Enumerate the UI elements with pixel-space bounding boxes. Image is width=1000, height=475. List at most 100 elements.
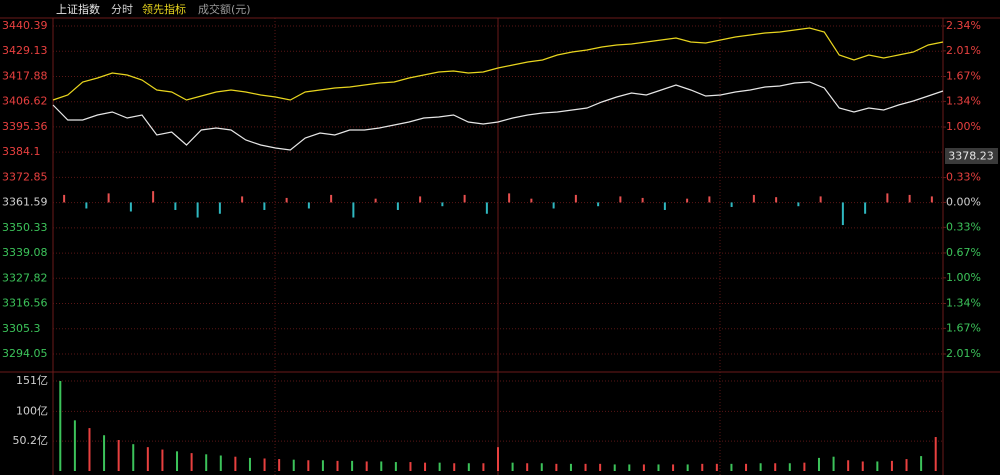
- volume-bar: [774, 463, 777, 471]
- indicator-bar: [530, 198, 533, 203]
- y-tick-label: 50.2亿: [13, 434, 49, 447]
- y-tick-label: 3294.05: [2, 347, 48, 360]
- volume-bar: [920, 456, 923, 471]
- indicator-bar: [663, 202, 666, 210]
- volume-bar: [219, 455, 222, 471]
- volume-bar: [788, 463, 791, 471]
- mode-tab[interactable]: 分时: [111, 3, 133, 16]
- y-tick-label: 3384.1: [2, 145, 41, 158]
- indicator-bar: [686, 198, 689, 203]
- volume-bar: [292, 459, 295, 471]
- indicator-bar: [574, 194, 577, 203]
- volume-bar: [394, 462, 397, 471]
- y-tick-label: 3406.62: [2, 95, 48, 108]
- y2-tick-label: 0.00%: [946, 195, 981, 208]
- indicator-bar: [485, 202, 488, 214]
- y2-tick-label: 1.67%: [946, 70, 981, 83]
- volume-bar: [278, 459, 281, 471]
- volume-bar: [628, 464, 631, 471]
- y-tick-label: 3417.88: [2, 69, 48, 82]
- indicator-bar: [508, 193, 511, 203]
- y-tick-label: 3429.13: [2, 44, 48, 57]
- indicator-bar: [552, 202, 555, 209]
- y2-tick-label: 1.67%: [946, 321, 981, 334]
- volume-bar: [88, 428, 91, 471]
- indicator-bar: [641, 197, 644, 203]
- indicator-bar: [174, 202, 177, 210]
- volume-bar: [234, 456, 237, 471]
- indicator-bar: [330, 194, 333, 203]
- indicator-bar: [708, 196, 711, 203]
- volume-bar: [190, 453, 193, 471]
- y-tick-label: 151亿: [16, 374, 48, 387]
- indicator-bar: [218, 202, 221, 214]
- indicator-bar: [441, 202, 444, 207]
- indicator-bar: [730, 202, 733, 207]
- volume-bar: [321, 460, 324, 471]
- volume-title[interactable]: 成交额(元): [198, 2, 251, 16]
- volume-bar: [117, 440, 120, 471]
- volume-bar: [467, 463, 470, 471]
- volume-bar: [132, 444, 135, 471]
- volume-bar: [832, 456, 835, 471]
- y2-tick-label: 0.33%: [946, 220, 981, 233]
- indicator-bar: [285, 197, 288, 203]
- indicator-bar: [775, 197, 778, 203]
- volume-bar: [817, 457, 820, 471]
- y-tick-label: 100亿: [16, 404, 48, 417]
- price-line: [52, 81, 944, 151]
- volume-bar: [526, 463, 529, 471]
- volume-bar: [409, 462, 412, 471]
- y-tick-label: 3327.82: [2, 271, 48, 284]
- indicator-bar: [819, 196, 822, 203]
- volume-bar: [890, 460, 893, 471]
- volume-bar: [730, 463, 733, 471]
- indicator-bar: [419, 196, 422, 203]
- indicator-bar: [908, 194, 911, 203]
- indicator-bar: [930, 196, 933, 203]
- indicator-bar: [107, 193, 110, 203]
- y2-tick-label: 1.00%: [946, 120, 981, 133]
- y2-tick-label: 2.01%: [946, 347, 981, 360]
- indicator-bar: [129, 202, 132, 212]
- price-tag: 3378.23: [948, 150, 994, 163]
- volume-bar: [613, 464, 616, 471]
- volume-bar: [847, 460, 850, 471]
- indicator-bar: [396, 202, 399, 210]
- indicator-bar: [85, 202, 88, 209]
- y2-tick-label: 2.01%: [946, 44, 981, 57]
- y-tick-label: 3350.33: [2, 221, 48, 234]
- indicator-bar: [619, 196, 622, 203]
- indicator-bar: [241, 196, 244, 203]
- price-line: [52, 27, 944, 101]
- indicator-bar: [752, 194, 755, 203]
- y2-tick-label: 2.34%: [946, 19, 981, 32]
- indicator-bar: [597, 202, 600, 207]
- y-tick-label: 3305.3: [2, 322, 41, 335]
- price-tag-box: [945, 148, 998, 164]
- indicator-bar: [374, 198, 377, 203]
- volume-bar: [657, 464, 660, 471]
- indicator-tab[interactable]: 领先指标: [142, 2, 186, 16]
- volume-bar: [248, 457, 251, 471]
- volume-bar: [497, 447, 499, 471]
- y-tick-label: 3339.08: [2, 246, 48, 259]
- volume-bar: [905, 459, 908, 471]
- volume-bar: [701, 463, 704, 471]
- volume-bar: [205, 454, 208, 471]
- indicator-bar: [152, 191, 155, 203]
- volume-bar: [482, 463, 485, 471]
- indicator-bar: [864, 202, 867, 214]
- volume-bar: [59, 381, 62, 471]
- indicator-bar: [196, 202, 199, 218]
- index-name[interactable]: 上证指数: [56, 2, 100, 16]
- indicator-bar: [63, 194, 66, 203]
- volume-bar: [876, 461, 879, 471]
- volume-bar: [73, 420, 76, 471]
- volume-bar: [584, 463, 587, 471]
- indicator-bar: [352, 202, 355, 218]
- y-tick-label: 3361.59: [2, 196, 48, 209]
